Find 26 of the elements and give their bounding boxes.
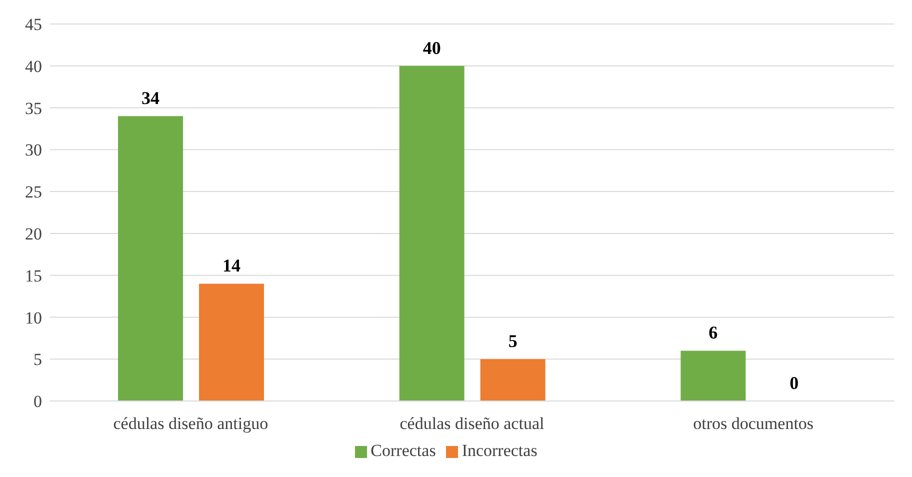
x-tick-label: cédulas diseño antiguo	[113, 414, 268, 434]
data-label: 34	[142, 88, 160, 108]
legend-label: Incorrectas	[462, 441, 538, 460]
y-tick-label: 20	[25, 224, 42, 244]
bar	[199, 284, 264, 401]
bar	[118, 116, 183, 401]
data-label: 6	[708, 322, 718, 343]
legend-label: Correctas	[370, 441, 436, 460]
y-tick-label: 40	[25, 56, 42, 76]
y-tick-label: 35	[25, 98, 42, 118]
y-tick-label: 30	[25, 140, 42, 160]
bar	[680, 350, 746, 401]
y-tick-label: 25	[25, 182, 42, 202]
x-tick-label: otros documentos	[693, 414, 814, 434]
y-tick-label: 0	[34, 392, 42, 412]
x-tick-label: cédulas diseño actual	[400, 414, 544, 434]
y-tick-label: 5	[34, 350, 42, 370]
data-label: 0	[790, 372, 799, 393]
y-tick-label: 15	[25, 266, 42, 286]
data-label: 14	[222, 256, 240, 276]
data-label: 40	[422, 38, 441, 58]
y-tick-label: 45	[25, 15, 42, 34]
bar	[480, 359, 546, 401]
data-label: 5	[508, 331, 518, 352]
y-tick-label: 10	[25, 308, 42, 328]
bar	[399, 66, 464, 401]
